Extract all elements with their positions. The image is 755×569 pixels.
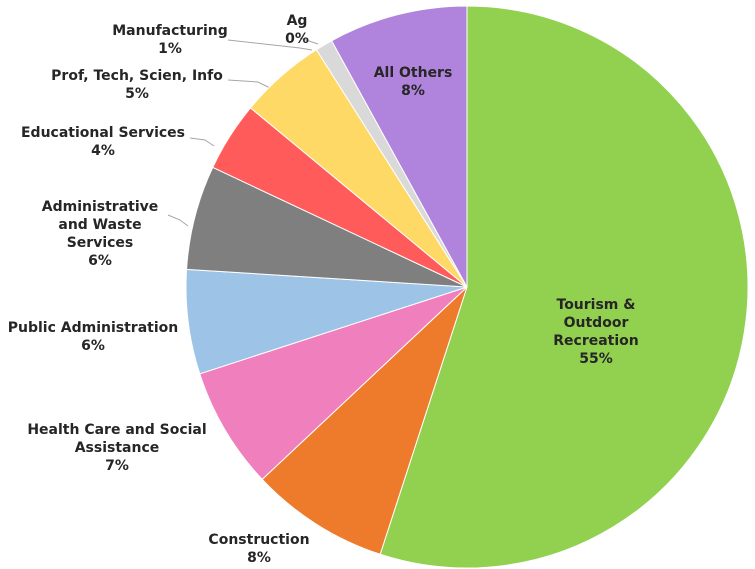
data-label: Prof, Tech, Scien, Info 5% [51, 67, 223, 103]
value-label: 5% [125, 86, 149, 102]
data-label: Educational Services 4% [21, 124, 185, 160]
data-label: Tourism & Outdoor Recreation 55% [536, 296, 656, 368]
data-label: Health Care and Social Assistance 7% [17, 421, 217, 475]
category-label: Educational Services [20, 125, 186, 141]
data-label: Manufacturing 1% [112, 22, 228, 58]
pie-slice [330, 5, 468, 288]
data-label: Construction 8% [208, 531, 309, 567]
data-label: Public Administration 6% [8, 319, 178, 355]
category-label: Health Care and Social Assistance [27, 422, 207, 456]
leader-line [299, 37, 319, 45]
data-label: All Others 8% [374, 64, 453, 100]
leader-line [227, 39, 313, 51]
value-label: 6% [81, 338, 105, 354]
pie-slice [261, 286, 468, 555]
value-label: 4% [91, 143, 115, 159]
value-label: 8% [247, 550, 271, 566]
value-label: 6% [88, 253, 112, 269]
pie-slice [379, 5, 749, 569]
leader-line [227, 79, 271, 89]
value-label: 7% [105, 458, 129, 474]
leader-line [189, 137, 215, 147]
category-label: Prof, Tech, Scien, Info [51, 68, 223, 84]
category-label: Administrative and Waste Services [41, 199, 159, 251]
data-label: Ag 0% [285, 12, 309, 48]
leader-line [167, 214, 189, 227]
data-label: Administrative and Waste Services 6% [30, 198, 170, 270]
value-label: 8% [401, 83, 425, 99]
category-label: Construction [208, 532, 310, 548]
value-label: 55% [579, 351, 613, 367]
value-label: 0% [285, 31, 309, 47]
category-label: All Others [373, 65, 453, 81]
category-label: Tourism & Outdoor Recreation [553, 297, 639, 349]
leader-lines [167, 37, 319, 227]
category-label: Public Administration [7, 320, 179, 336]
pie-slice [199, 286, 468, 481]
category-label: Manufacturing [112, 23, 228, 39]
value-label: 1% [158, 41, 182, 57]
category-label: Ag [286, 13, 308, 29]
